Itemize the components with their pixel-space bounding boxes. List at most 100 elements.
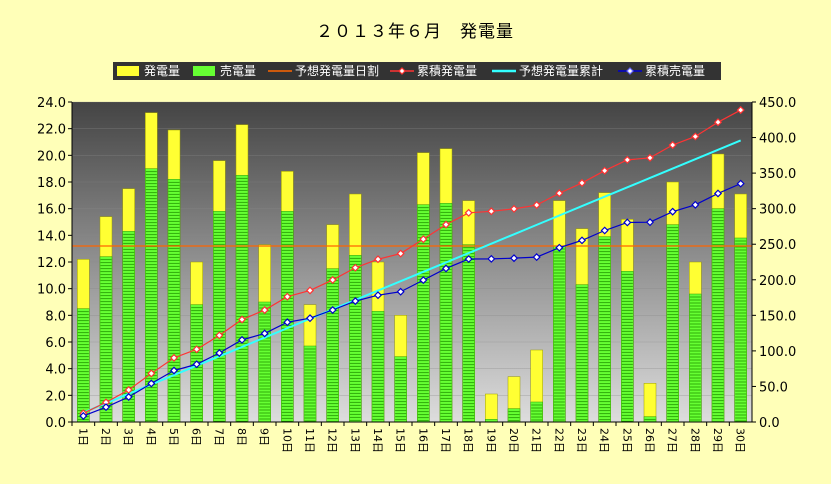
bar-sold-group bbox=[575, 284, 589, 423]
marker-cumulative-sold bbox=[487, 254, 496, 263]
marker-cumulative-sold bbox=[668, 207, 677, 216]
marker-cumulative-generation bbox=[305, 286, 315, 295]
marker-cumulative-generation bbox=[645, 153, 655, 162]
bar-sold-group bbox=[281, 211, 294, 423]
marker-cumulative-sold bbox=[260, 329, 269, 338]
y2-tick-label: 150.0 bbox=[759, 309, 796, 324]
marker-cumulative-generation bbox=[713, 118, 723, 127]
x-tick-label: 19日 bbox=[484, 428, 497, 453]
y-tick-label: 18.0 bbox=[37, 176, 66, 191]
marker-cumulative-sold bbox=[373, 291, 383, 300]
marker-cumulative-generation bbox=[328, 275, 337, 284]
x-axis: 1日 2日 3日 4日 5日 6日 7日 8日 9日 10日 11日 12日 13日 14日 15日 16日 1… bbox=[71, 421, 752, 453]
x-tick-label: 16日 bbox=[416, 428, 429, 453]
bar-sold-group bbox=[99, 256, 113, 423]
y-tick-label: 6.0 bbox=[45, 336, 66, 351]
bar-sold-group bbox=[213, 211, 226, 423]
x-tick-label: 13日 bbox=[348, 428, 361, 453]
y2-tick-label: 250.0 bbox=[759, 238, 796, 253]
marker-cumulative-sold bbox=[600, 226, 609, 235]
y2-tick-label: 0.0 bbox=[759, 416, 780, 431]
x-tick-label: 4日 bbox=[144, 428, 157, 446]
bar-sold-group bbox=[371, 311, 385, 423]
marker-cumulative-sold bbox=[283, 318, 292, 327]
marker-cumulative-sold bbox=[419, 276, 428, 285]
bar-sold-group bbox=[507, 408, 521, 423]
y2-tick-label: 200.0 bbox=[759, 274, 796, 289]
marker-cumulative-sold bbox=[124, 392, 133, 402]
marker-cumulative-generation bbox=[441, 220, 451, 229]
y-tick-label: 2.0 bbox=[45, 389, 66, 404]
bar-sold bbox=[303, 345, 317, 423]
y-tick-label: 0.0 bbox=[45, 416, 66, 431]
x-tick-label: 11日 bbox=[303, 428, 316, 453]
bar-sold-group bbox=[439, 203, 453, 423]
marker-cumulative-sold bbox=[305, 314, 315, 323]
series-line-cumulative-generation bbox=[83, 109, 741, 414]
x-tick-label: 7日 bbox=[212, 428, 225, 446]
bar-sold bbox=[371, 311, 385, 423]
x-tick-label: 14日 bbox=[371, 428, 384, 453]
bar-sold-group bbox=[711, 208, 725, 423]
bar-sold-group bbox=[77, 308, 90, 423]
bar-sold bbox=[689, 293, 702, 423]
marker-cumulative-sold bbox=[555, 243, 564, 252]
legend-label: 累積売電量 bbox=[645, 63, 705, 78]
marker-cumulative-sold bbox=[736, 179, 745, 188]
x-tick-label: 3日 bbox=[122, 428, 135, 446]
marker-cumulative-sold bbox=[79, 411, 88, 421]
y2-tick-label: 50.0 bbox=[759, 380, 788, 395]
bar-generation bbox=[485, 393, 498, 423]
legend-item: 売電量 bbox=[193, 63, 256, 78]
y-tick-label: 22.0 bbox=[37, 123, 66, 138]
y2-tick-label: 350.0 bbox=[759, 167, 796, 182]
x-tick-label: 12日 bbox=[326, 428, 339, 453]
marker-cumulative-generation bbox=[623, 155, 632, 164]
marker-cumulative-generation bbox=[532, 200, 541, 210]
series-line-cumulative-forecast bbox=[82, 139, 742, 414]
y-tick-label: 12.0 bbox=[37, 256, 66, 271]
marker-cumulative-sold bbox=[464, 254, 473, 264]
x-tick-label: 15日 bbox=[394, 428, 407, 453]
bar-sold-group bbox=[462, 244, 475, 423]
x-tick-label: 10日 bbox=[280, 428, 293, 453]
marker-cumulative-generation bbox=[419, 235, 428, 244]
y-axis-right: 0.0 50.0 100.0 150.0 200.0 250.0 300.0 350.0 400… bbox=[751, 96, 796, 431]
y-tick-label: 8.0 bbox=[45, 309, 66, 324]
legend-item: 発電量 bbox=[117, 64, 180, 78]
bar-sold-group bbox=[349, 255, 362, 423]
y-tick-label: 20.0 bbox=[37, 149, 66, 164]
legend-label: 予想発電量日割 bbox=[295, 63, 379, 78]
marker-cumulative-sold bbox=[691, 200, 700, 209]
marker-cumulative-generation bbox=[237, 315, 247, 324]
marker-cumulative-generation bbox=[691, 132, 700, 141]
lines bbox=[72, 105, 752, 421]
y2-tick-label: 400.0 bbox=[759, 132, 796, 147]
bar-sold-group bbox=[303, 345, 317, 423]
x-tick-label: 27日 bbox=[666, 428, 679, 453]
bar-sold-group bbox=[167, 179, 181, 423]
marker-cumulative-sold bbox=[237, 335, 247, 344]
marker-cumulative-sold bbox=[623, 218, 632, 227]
y2-tick-label: 300.0 bbox=[759, 203, 796, 218]
legend-item: 累積売電量 bbox=[618, 63, 705, 78]
y-axis-left: 0.0 2.0 4.0 6.0 8.0 10.0 12.0 14.0 16.0 18.0 20.0 2… bbox=[37, 96, 73, 431]
marker-cumulative-sold bbox=[532, 253, 541, 262]
marker-cumulative-sold bbox=[169, 366, 179, 375]
legend-marker bbox=[398, 67, 406, 75]
legend-swatch bbox=[117, 66, 139, 76]
bar-sold-group bbox=[734, 237, 747, 423]
marker-cumulative-generation bbox=[192, 345, 201, 354]
bar-sold-group bbox=[553, 245, 566, 423]
x-tick-label: 5日 bbox=[167, 428, 180, 446]
bar-sold-group bbox=[530, 401, 543, 423]
legend-label: 売電量 bbox=[220, 63, 256, 78]
marker-cumulative-sold bbox=[441, 264, 451, 273]
x-tick-label: 29日 bbox=[711, 428, 724, 453]
marker-cumulative-sold bbox=[147, 379, 156, 388]
y-tick-label: 24.0 bbox=[37, 96, 66, 111]
bar-sold-group bbox=[417, 204, 430, 423]
x-tick-label: 26日 bbox=[643, 428, 656, 453]
marker-cumulative-sold bbox=[215, 348, 224, 358]
marker-cumulative-sold bbox=[351, 297, 360, 306]
